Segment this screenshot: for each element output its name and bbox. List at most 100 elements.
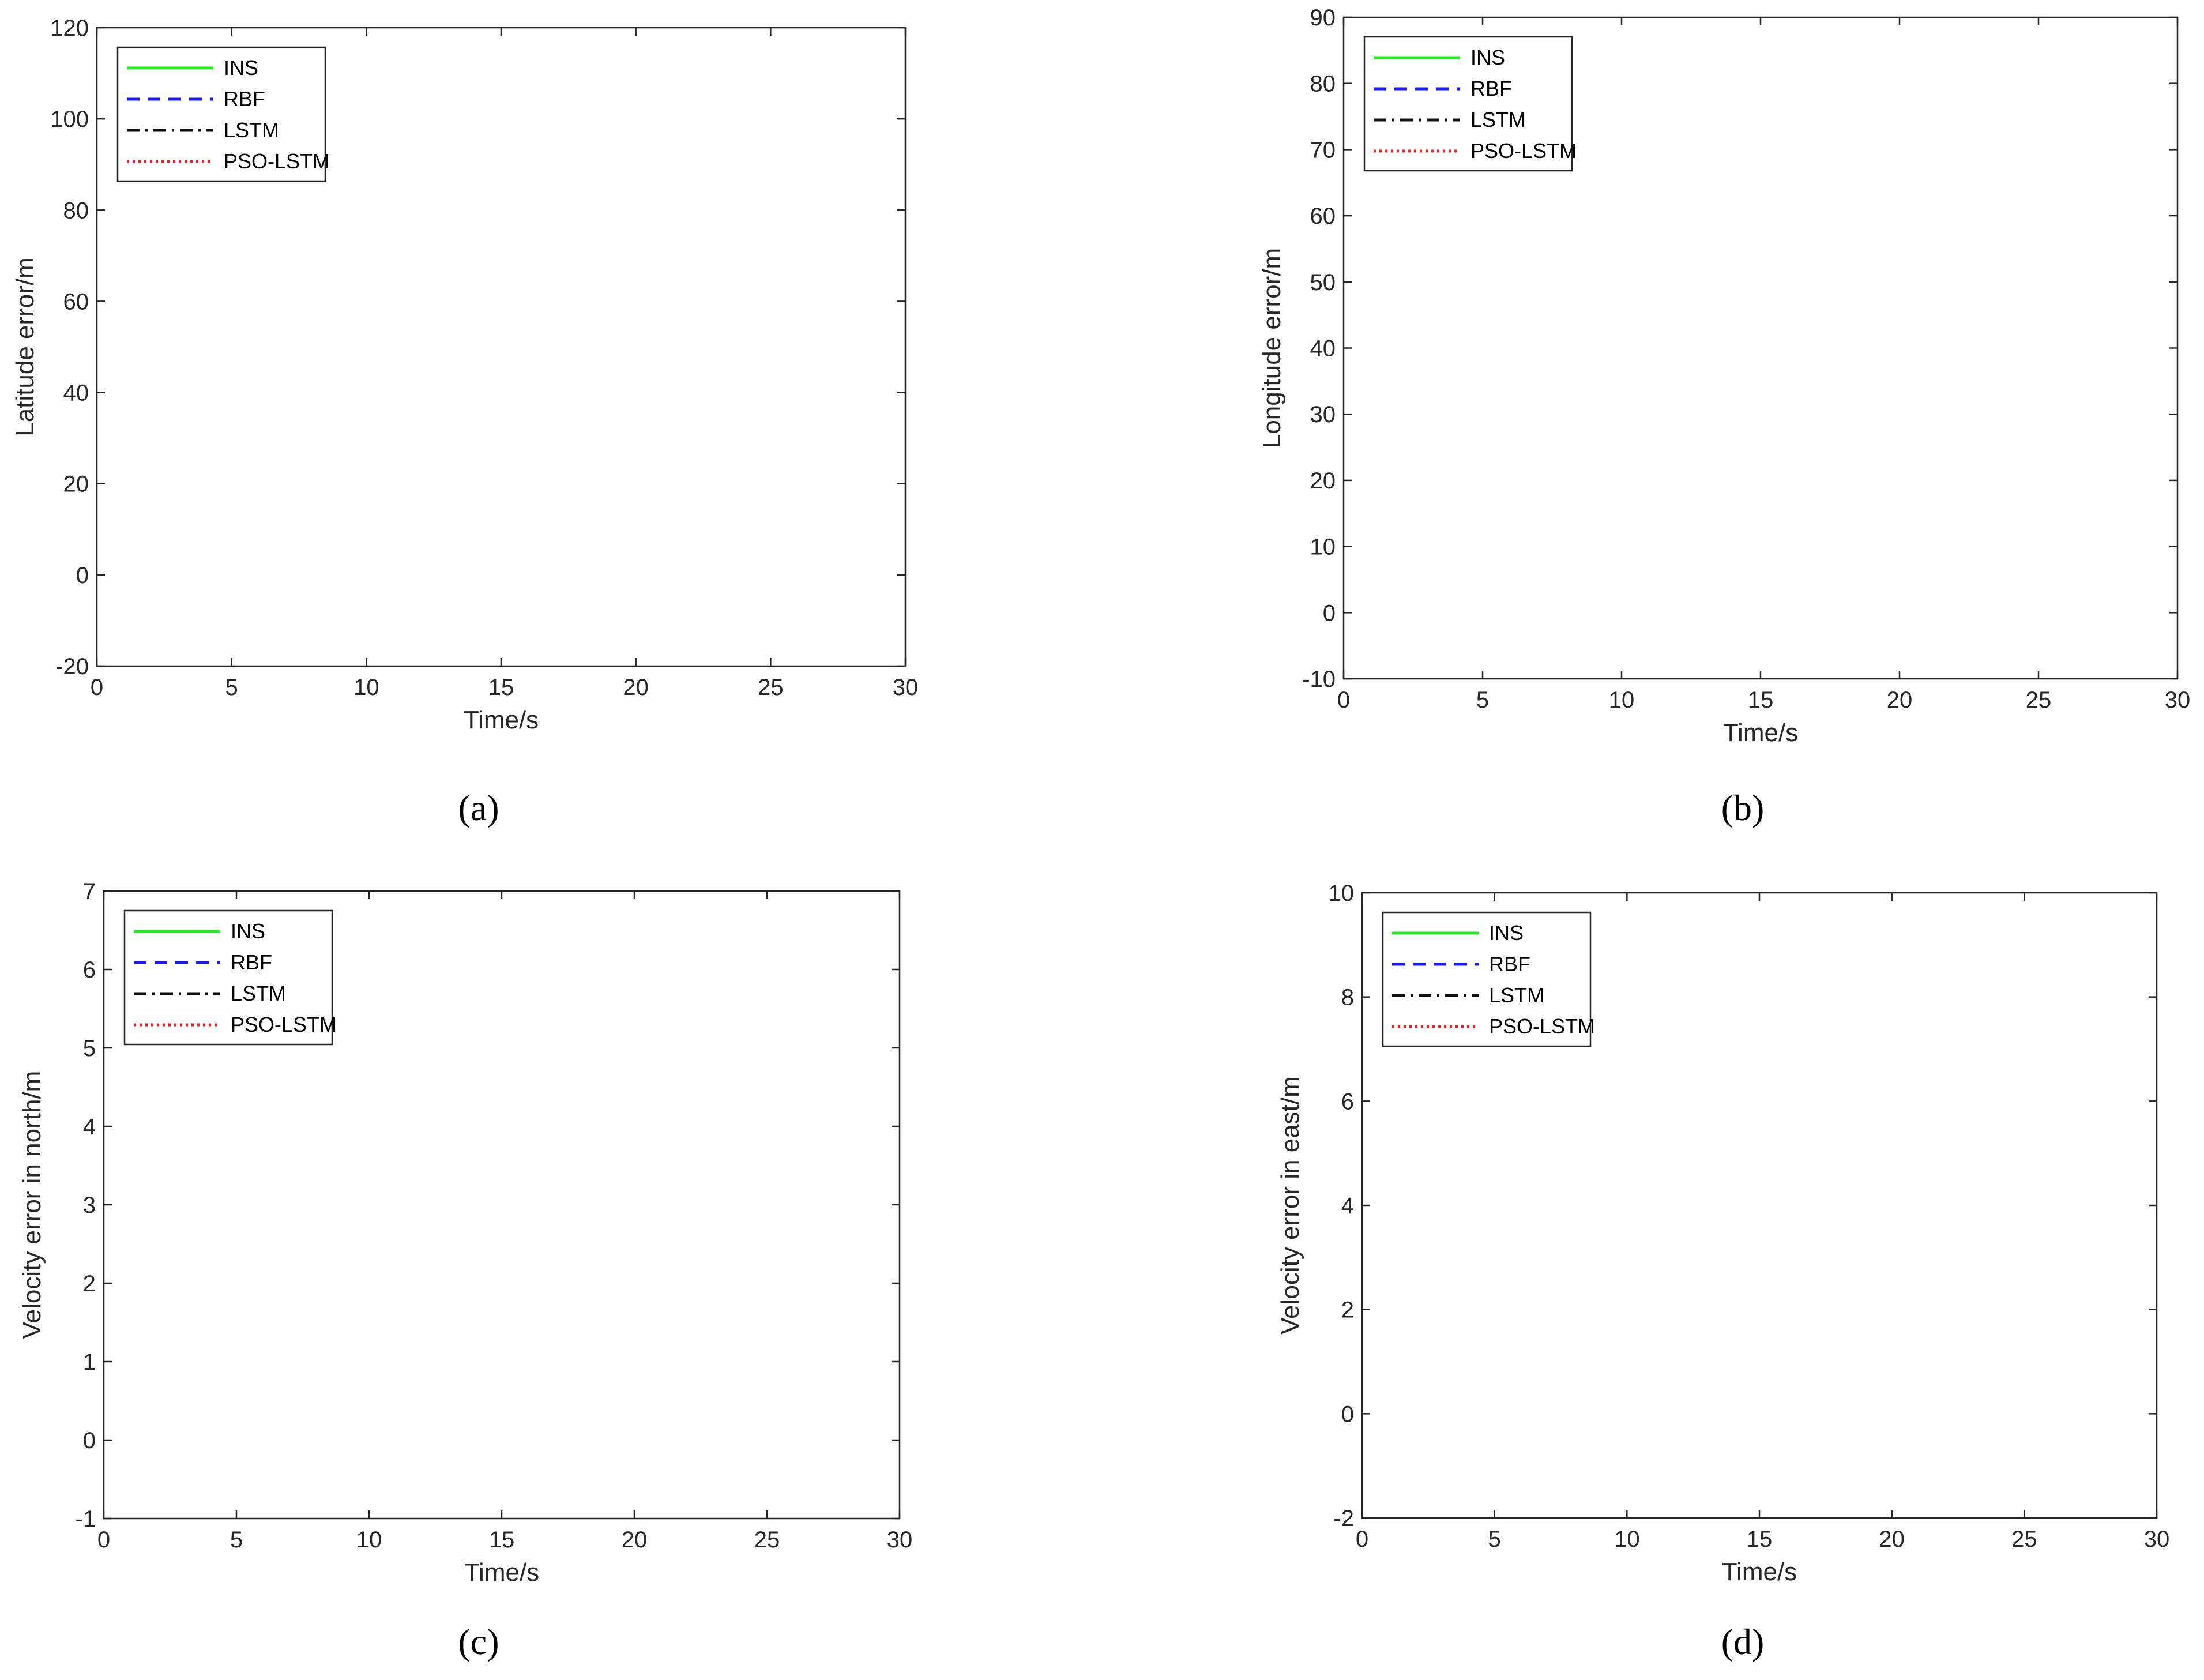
y-tick-label: 90 — [1310, 5, 1336, 31]
x-axis-label: Time/s — [464, 706, 539, 734]
y-tick-label: 10 — [1329, 881, 1355, 906]
y-tick-label: 30 — [1310, 402, 1336, 427]
y-tick-label: 60 — [63, 289, 89, 314]
legend-label: RBF — [224, 87, 265, 111]
legend-label: LSTM — [231, 982, 286, 1005]
y-axis-label: Latitude error/m — [11, 257, 39, 437]
x-tick-label: 5 — [225, 675, 238, 700]
y-tick-label: 60 — [1310, 204, 1336, 229]
y-tick-label: 4 — [1341, 1193, 1354, 1219]
y-tick-label: 0 — [1341, 1401, 1354, 1427]
legend-label: PSO-LSTM — [224, 149, 330, 173]
y-tick-label: 1 — [83, 1350, 96, 1375]
x-tick-label: 25 — [2026, 687, 2052, 713]
legend-label: INS — [231, 919, 265, 943]
x-axis-label: Time/s — [1722, 1558, 1797, 1586]
y-tick-label: 80 — [1310, 72, 1336, 97]
y-tick-label: 8 — [1341, 985, 1354, 1010]
y-tick-label: -20 — [55, 654, 89, 679]
subplot-caption: (b) — [1721, 787, 1765, 828]
legend-label: INS — [1489, 921, 1524, 945]
x-tick-label: 10 — [353, 675, 379, 700]
x-tick-label: 20 — [622, 1527, 648, 1553]
x-tick-label: 20 — [1887, 687, 1913, 713]
y-tick-label: 100 — [50, 107, 89, 132]
y-tick-label: -10 — [1302, 667, 1336, 692]
x-tick-label: 0 — [97, 1527, 110, 1553]
y-tick-label: 0 — [1323, 600, 1336, 626]
x-tick-label: 10 — [356, 1527, 382, 1553]
x-tick-label: 25 — [754, 1527, 780, 1553]
y-tick-label: 40 — [63, 381, 89, 406]
subplot-caption: (a) — [458, 787, 499, 828]
y-tick-label: 0 — [83, 1428, 96, 1453]
legend-label: INS — [224, 56, 258, 80]
y-tick-label: 120 — [50, 16, 89, 41]
x-tick-label: 30 — [893, 675, 919, 700]
y-tick-label: 6 — [83, 957, 96, 983]
y-axis-label: Velocity error in north/m — [18, 1071, 46, 1339]
legend-box — [116, 46, 326, 182]
x-tick-label: 5 — [1488, 1527, 1501, 1552]
y-tick-label: 10 — [1310, 535, 1336, 560]
x-tick-label: 30 — [2144, 1527, 2170, 1552]
y-tick-label: 20 — [63, 472, 89, 497]
x-axis-label: Time/s — [1723, 719, 1798, 747]
legend-label: LSTM — [1489, 983, 1544, 1007]
x-tick-label: 30 — [2165, 687, 2191, 713]
y-tick-label: 7 — [83, 879, 96, 904]
y-tick-label: 50 — [1310, 270, 1336, 295]
y-tick-label: 2 — [83, 1271, 96, 1296]
y-axis-label: Velocity error in east/m — [1276, 1076, 1304, 1335]
y-tick-label: 2 — [1341, 1298, 1354, 1323]
x-tick-label: 20 — [1879, 1527, 1905, 1552]
legend: INS RBF LSTM PSO-LSTM — [116, 46, 330, 182]
legend-label: INS — [1470, 46, 1505, 69]
legend-label: PSO-LSTM — [1470, 139, 1577, 163]
x-tick-label: 30 — [887, 1527, 913, 1553]
x-tick-label: 15 — [488, 675, 514, 700]
subplot-caption: (c) — [458, 1621, 499, 1662]
legend-label: RBF — [1470, 77, 1512, 100]
x-tick-label: 0 — [1356, 1527, 1368, 1552]
y-tick-label: 40 — [1310, 336, 1336, 362]
legend: INS RBF LSTM PSO-LSTM — [1382, 911, 1595, 1047]
y-tick-label: 20 — [1310, 468, 1336, 494]
y-tick-label: -2 — [1333, 1506, 1354, 1531]
y-axis-label: Longitude error/m — [1258, 248, 1286, 448]
legend-box — [1363, 36, 1573, 172]
legend-label: PSO-LSTM — [1489, 1014, 1595, 1038]
legend-box — [123, 909, 333, 1046]
x-tick-label: 0 — [1337, 687, 1350, 713]
legend-label: RBF — [1489, 952, 1530, 976]
x-tick-label: 0 — [91, 675, 103, 700]
x-tick-label: 10 — [1614, 1527, 1640, 1552]
subplot-caption: (d) — [1721, 1621, 1765, 1662]
subplot-a: 0 5 10 15 20 25 30-20020406080100120Time/sLati… — [11, 16, 918, 828]
legend-label: RBF — [231, 950, 272, 974]
y-tick-label: 3 — [83, 1193, 96, 1218]
legend-box — [1382, 911, 1592, 1047]
y-tick-label: 70 — [1310, 137, 1336, 163]
legend-label: PSO-LSTM — [231, 1013, 337, 1036]
x-tick-label: 15 — [1747, 1527, 1773, 1552]
legend-label: LSTM — [1470, 108, 1526, 131]
x-tick-label: 20 — [623, 675, 649, 700]
x-tick-label: 25 — [2011, 1527, 2037, 1552]
subplot-b: 0 5 10 15 20 25 30-100102030405060708090Time/s… — [1258, 5, 2190, 828]
legend: INS RBF LSTM PSO-LSTM — [123, 909, 337, 1046]
x-tick-label: 15 — [1748, 687, 1774, 713]
x-tick-label: 25 — [758, 675, 784, 700]
y-tick-label: 6 — [1341, 1089, 1354, 1114]
y-tick-label: 5 — [83, 1036, 96, 1061]
x-axis-label: Time/s — [464, 1558, 539, 1587]
y-tick-label: -1 — [75, 1506, 96, 1532]
legend: INS RBF LSTM PSO-LSTM — [1363, 36, 1577, 172]
x-tick-label: 10 — [1609, 687, 1635, 713]
x-tick-label: 5 — [1476, 687, 1489, 713]
x-tick-label: 15 — [489, 1527, 515, 1553]
y-tick-label: 0 — [76, 563, 89, 588]
